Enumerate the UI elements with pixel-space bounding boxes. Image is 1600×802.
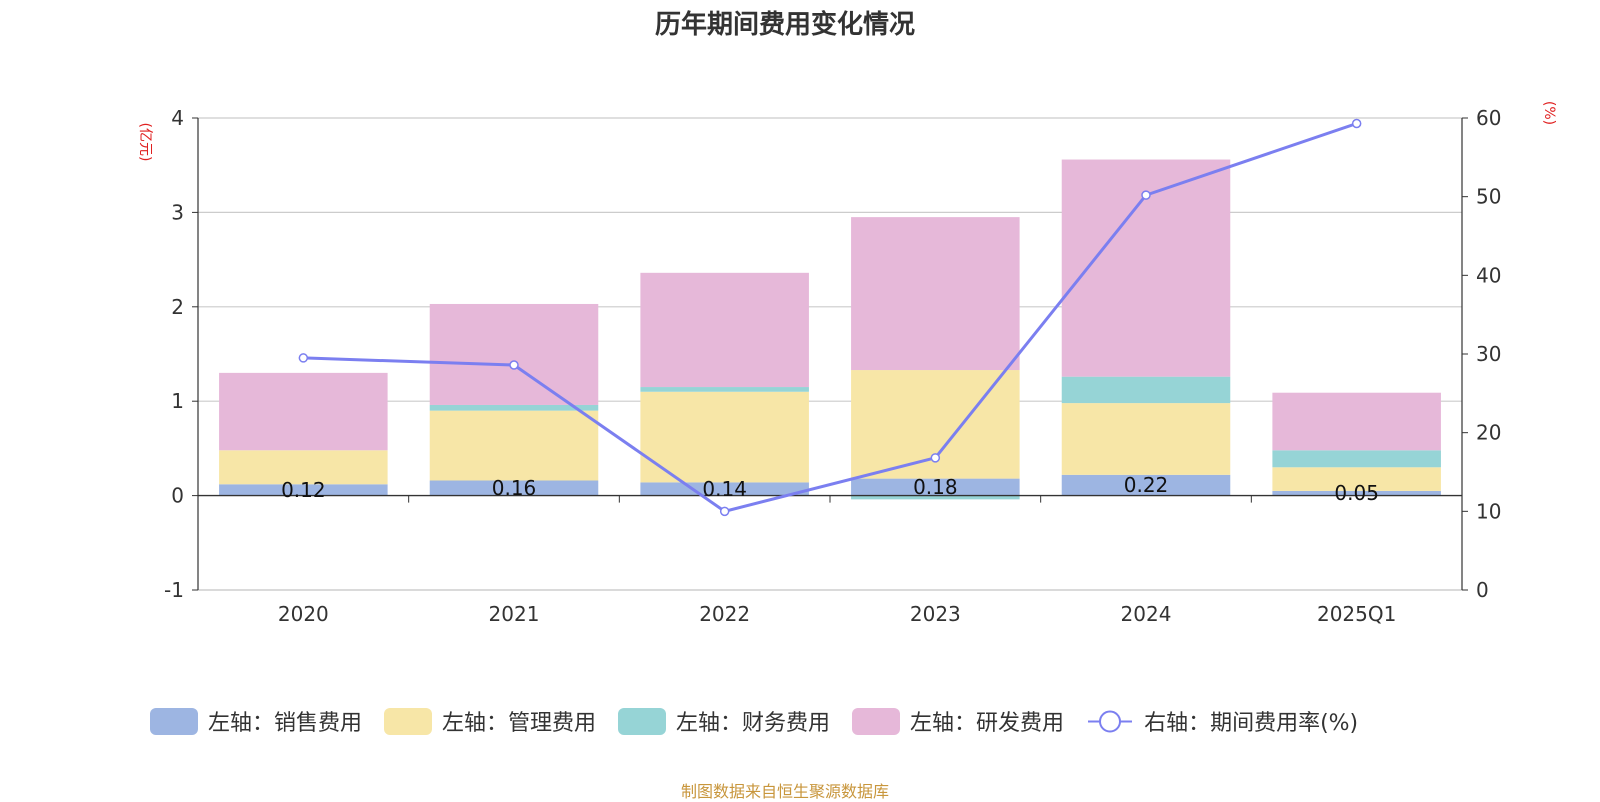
bar-segment <box>1061 474 1231 496</box>
bar-segment <box>640 272 809 388</box>
bars <box>219 159 1441 500</box>
bar-segment <box>851 478 1020 496</box>
rate-point <box>509 360 519 370</box>
legend-item-finance[interactable]: 左轴：财务费用 <box>618 705 830 737</box>
bar-segment <box>429 480 599 496</box>
bar-value-label: 0.12 <box>281 478 326 502</box>
left-tick-label: 4 <box>171 106 184 130</box>
left-tick-label: 1 <box>171 389 184 413</box>
right-tick-label: 50 <box>1476 185 1501 209</box>
rate-polyline <box>303 122 1358 513</box>
right-tick-label: 60 <box>1476 106 1501 130</box>
right-tick-label: 30 <box>1476 342 1501 366</box>
bar-segment <box>851 495 1020 500</box>
bar-segment <box>429 410 599 481</box>
chart-title: 历年期间费用变化情况 <box>654 10 915 40</box>
rate-point <box>298 353 309 363</box>
bar-value-label: 0.18 <box>913 475 958 499</box>
rate-point <box>1351 118 1362 129</box>
right-tick-label: 40 <box>1476 263 1501 287</box>
legend-item-admin[interactable]: 左轴：管理费用 <box>384 705 596 737</box>
bar-segment <box>640 391 809 483</box>
bar-segment <box>219 484 388 496</box>
legend-label-rate: 右轴：期间费用率(%) <box>1144 711 1359 736</box>
x-tick-label: 2022 <box>699 602 750 626</box>
data-labels: 0.12 0.16 0.14 0.18 0.22 0.05 <box>281 473 1379 505</box>
legend-label-finance: 左轴：财务费用 <box>676 711 831 736</box>
gridlines <box>198 117 1462 591</box>
legend-label-sales: 左轴：销售费用 <box>208 711 363 736</box>
x-tick-label: 2025Q1 <box>1317 602 1396 626</box>
bar-value-label: 0.05 <box>1334 481 1379 505</box>
source-footer: 制图数据来自恒生聚源数据库 <box>680 782 889 801</box>
legend-swatch-rd <box>852 707 901 735</box>
left-tick-label: 0 <box>171 484 184 508</box>
bar-segment <box>1272 450 1441 468</box>
left-tick-label: 2 <box>171 295 184 319</box>
rate-point <box>1141 190 1151 200</box>
bar-segment <box>1272 467 1441 491</box>
bar-segment <box>1061 403 1231 475</box>
left-tick-label: 3 <box>171 200 184 224</box>
bar-segment <box>1061 376 1231 404</box>
rate-point <box>719 506 730 517</box>
legend-label-rd: 左轴：研发费用 <box>910 711 1065 736</box>
bar-segment <box>429 404 599 411</box>
bar-segment <box>1272 392 1441 451</box>
left-axis-unit: (亿元) <box>137 123 153 162</box>
line-marker-icon <box>1088 710 1133 732</box>
bar-value-label: 0.14 <box>702 477 747 501</box>
legend-swatch-admin <box>384 707 433 735</box>
rate-point <box>930 453 941 463</box>
bar-segment <box>640 387 809 392</box>
bar-segment <box>219 450 388 485</box>
legend-label-admin: 左轴：管理费用 <box>442 711 597 736</box>
bar-segment <box>640 482 809 496</box>
legend: 左轴：销售费用 左轴：管理费用 左轴：财务费用 左轴：研发费用 右轴：期间费用率… <box>150 706 1380 736</box>
right-tick-label: 0 <box>1476 578 1489 602</box>
bar-segment <box>1272 490 1441 496</box>
left-tick-label: -1 <box>164 578 184 602</box>
bar-value-label: 0.22 <box>1124 473 1169 497</box>
bar-segment <box>429 303 599 405</box>
x-tick-label: 2020 <box>278 602 329 626</box>
legend-swatch-finance <box>618 707 667 735</box>
legend-swatch-sales <box>150 707 198 735</box>
x-tick-label: 2024 <box>1121 602 1172 626</box>
right-tick-label: 10 <box>1476 499 1501 523</box>
legend-item-rate[interactable]: 右轴：期间费用率(%) <box>1086 705 1358 737</box>
legend-item-sales[interactable]: 左轴：销售费用 <box>150 705 362 737</box>
x-tick-label: 2023 <box>910 602 961 626</box>
x-tick-label: 2021 <box>489 602 540 626</box>
right-axis-unit: (%) <box>1541 101 1557 125</box>
right-tick-label: 20 <box>1476 421 1501 445</box>
rate-line <box>298 118 1362 517</box>
bar-segment <box>851 217 1020 371</box>
bar-segment <box>219 372 388 451</box>
bar-value-label: 0.16 <box>492 476 537 500</box>
legend-item-rd[interactable]: 左轴：研发费用 <box>852 705 1064 737</box>
